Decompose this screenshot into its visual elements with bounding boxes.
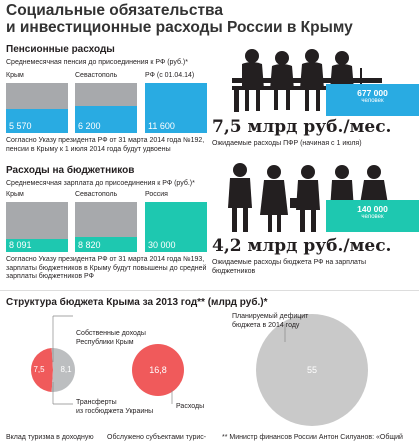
pension-bar-2-fill [145, 83, 207, 133]
workers-bar-1-value: 8 820 [78, 240, 101, 250]
workers-cat-1: Севастополь [75, 191, 118, 198]
pension-note-line-2: пенсии в Крыму к 1 июля 2014 года будут … [6, 145, 171, 153]
bubble-expenses-value: 16,8 [149, 365, 167, 375]
workers-bar-0: 8 091 [6, 202, 68, 252]
label-deficit-line-1: Планируемый дефицит [232, 312, 309, 320]
workers-count-badge: 140 000 человек [326, 200, 419, 232]
title-line-2: и инвестиционные расходы России в Крыму [6, 19, 353, 36]
pension-subheading: Среднемесячная пенсия до присоединения к… [6, 59, 188, 66]
workers-bar-1-fill [75, 237, 137, 252]
structure-heading: Структура бюджета Крыма за 2013 год** (м… [6, 297, 268, 308]
label-own-line-1: Собственные доходы [76, 329, 146, 337]
workers-subheading: Среднемесячная зарплата до присоединения… [6, 180, 195, 187]
pension-cat-2: РФ (с 01.04.14) [145, 72, 195, 79]
bubble-deficit-value: 55 [307, 365, 317, 375]
pension-cat-0: Крым [6, 72, 24, 79]
pension-cat-1: Севастополь [75, 72, 118, 79]
pension-bar-0: 5 570 [6, 83, 68, 133]
workers-expected-line-2: бюджетников [212, 267, 256, 275]
workers-note-line-1: Согласно Указу президента РФ от 31 марта… [6, 256, 205, 263]
pension-bar-1-value: 6 200 [78, 121, 101, 131]
workers-note-line-3: зарплаты бюджетников РФ [6, 273, 94, 280]
workers-count: 140 000 [357, 204, 388, 214]
title-line-1: Социальные обязательства [6, 2, 223, 19]
pension-bar-0-rest [6, 83, 68, 109]
section-divider [0, 290, 419, 291]
label-own-line-2: Республики Крым [76, 338, 134, 346]
structure-chart: 7,5 8,1 Собственные доходы Республики Кр… [30, 312, 368, 426]
pension-note-line-1: Согласно Указу президента РФ от 31 марта… [6, 137, 205, 144]
pension-bar-0-fill [6, 109, 68, 133]
bubble-expenses [132, 344, 184, 396]
workers-bar-1-rest [75, 202, 137, 237]
pensioners-count-badge: 677 000 человек [326, 84, 419, 116]
pension-note: Согласно Указу президента РФ от 31 марта… [6, 137, 204, 154]
pie-slice-own [51, 348, 75, 392]
pension-bar-0-value: 5 570 [9, 121, 32, 131]
workers-note: Согласно Указу президента РФ от 31 марта… [6, 256, 206, 282]
label-deficit-line-2: бюджета в 2014 году [232, 321, 300, 329]
pension-bar-1-fill [75, 106, 137, 133]
workers-unit: человек [361, 214, 384, 220]
workers-bar-0-fill [6, 239, 68, 252]
pension-bar-1-rest [75, 83, 137, 106]
pension-bar-2-value: 11 600 [148, 121, 175, 131]
workers-bar-2-fill [145, 202, 207, 252]
bubble-deficit [256, 314, 368, 426]
pension-bar-1: 6 200 [75, 83, 137, 133]
pie-label-transfers: 7,5 [33, 365, 45, 374]
pensioners-unit: человек [361, 98, 384, 104]
workers-expected: Ожидаемые расходы бюджета РФ на зарплаты… [212, 259, 366, 276]
label-expenses: Расходы [176, 403, 204, 410]
workers-expected-line-1: Ожидаемые расходы бюджета РФ на зарплаты [212, 259, 367, 266]
label-transfers-line-2: из госбюджета Украины [76, 407, 153, 415]
workers-bar-1: 8 820 [75, 202, 137, 252]
workers-note-line-2: зарплаты бюджетников в Крыму будут повыш… [6, 264, 207, 272]
workers-bar-0-rest [6, 202, 68, 239]
footer-col-3: ** Министр финансов России Антон Силуано… [222, 434, 403, 441]
pension-heading: Пенсионные расходы [6, 44, 115, 55]
pensioners-count: 677 000 [357, 88, 388, 98]
pie-slice-transfers [30, 348, 53, 392]
pension-big-amount: 7,5 млрд руб./мес. [212, 117, 392, 137]
page-title: Социальные обязательства и инвестиционны… [6, 2, 406, 36]
pension-bar-2: 11 600 [145, 83, 207, 133]
workers-bar-0-value: 8 091 [9, 240, 32, 250]
workers-big-amount: 4,2 млрд руб./мес. [212, 236, 392, 256]
workers-heading: Расходы на бюджетников [6, 165, 135, 176]
pension-expected: Ожидаемые расходы ПФР (начиная с 1 июля) [212, 140, 362, 147]
footer-col-1: Вклад туризма в доходную [6, 434, 94, 441]
workers-cat-0: Крым [6, 191, 24, 198]
pie-label-own: 8,1 [60, 365, 72, 374]
footer-col-2: Обслужено субъектами турис- [107, 434, 207, 441]
workers-bar-2-value: 30 000 [148, 240, 176, 250]
label-transfers-line-1: Трансферты [76, 399, 117, 406]
workers-bar-2: 30 000 [145, 202, 207, 252]
workers-cat-2: Россия [145, 191, 168, 198]
